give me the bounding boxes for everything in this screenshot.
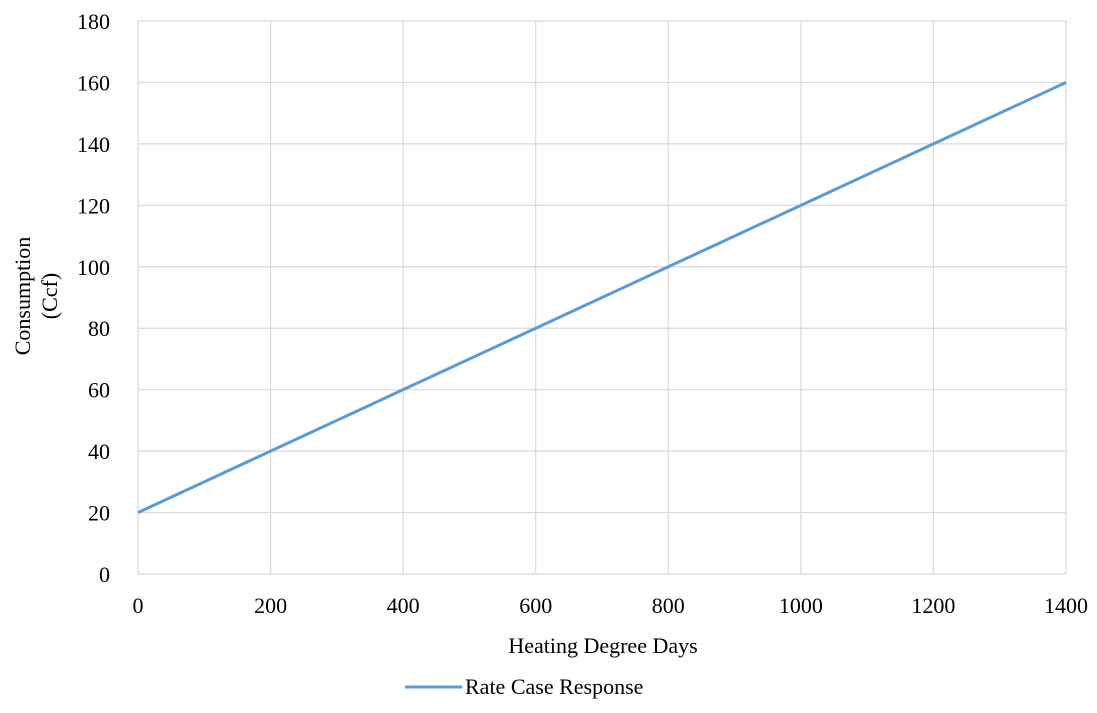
y-axis-title: Consumption (Ccf) [10,237,62,356]
x-tick-label: 0 [133,593,144,618]
y-axis-title-line-1: Consumption [10,237,35,356]
y-axis-title-line-2: (Ccf) [37,273,62,319]
legend-label: Rate Case Response [465,674,643,699]
series-lines [137,81,1067,514]
y-axis-tick-labels: 0 20 40 60 80 100 120 140 160 180 [77,9,110,587]
gridlines [137,20,1067,575]
y-tick-label: 60 [88,378,110,403]
y-tick-label: 140 [77,132,110,157]
x-axis-title: Heating Degree Days [508,633,697,658]
y-tick-label: 180 [77,9,110,34]
y-tick-label: 120 [77,193,110,218]
x-tick-label: 1200 [911,593,955,618]
y-tick-label: 20 [88,501,110,526]
x-tick-label: 200 [254,593,287,618]
x-tick-label: 600 [519,593,552,618]
x-axis-tick-labels: 0 200 400 600 800 1000 1200 1400 [133,593,1089,618]
y-tick-label: 100 [77,255,110,280]
y-tick-label: 0 [99,562,110,587]
series-line [137,81,1067,514]
legend: Rate Case Response [405,674,643,699]
x-tick-label: 1400 [1044,593,1088,618]
x-tick-label: 800 [652,593,685,618]
x-tick-label: 1000 [779,593,823,618]
y-tick-label: 160 [77,70,110,95]
y-tick-label: 80 [88,316,110,341]
x-tick-label: 400 [387,593,420,618]
y-tick-label: 40 [88,439,110,464]
